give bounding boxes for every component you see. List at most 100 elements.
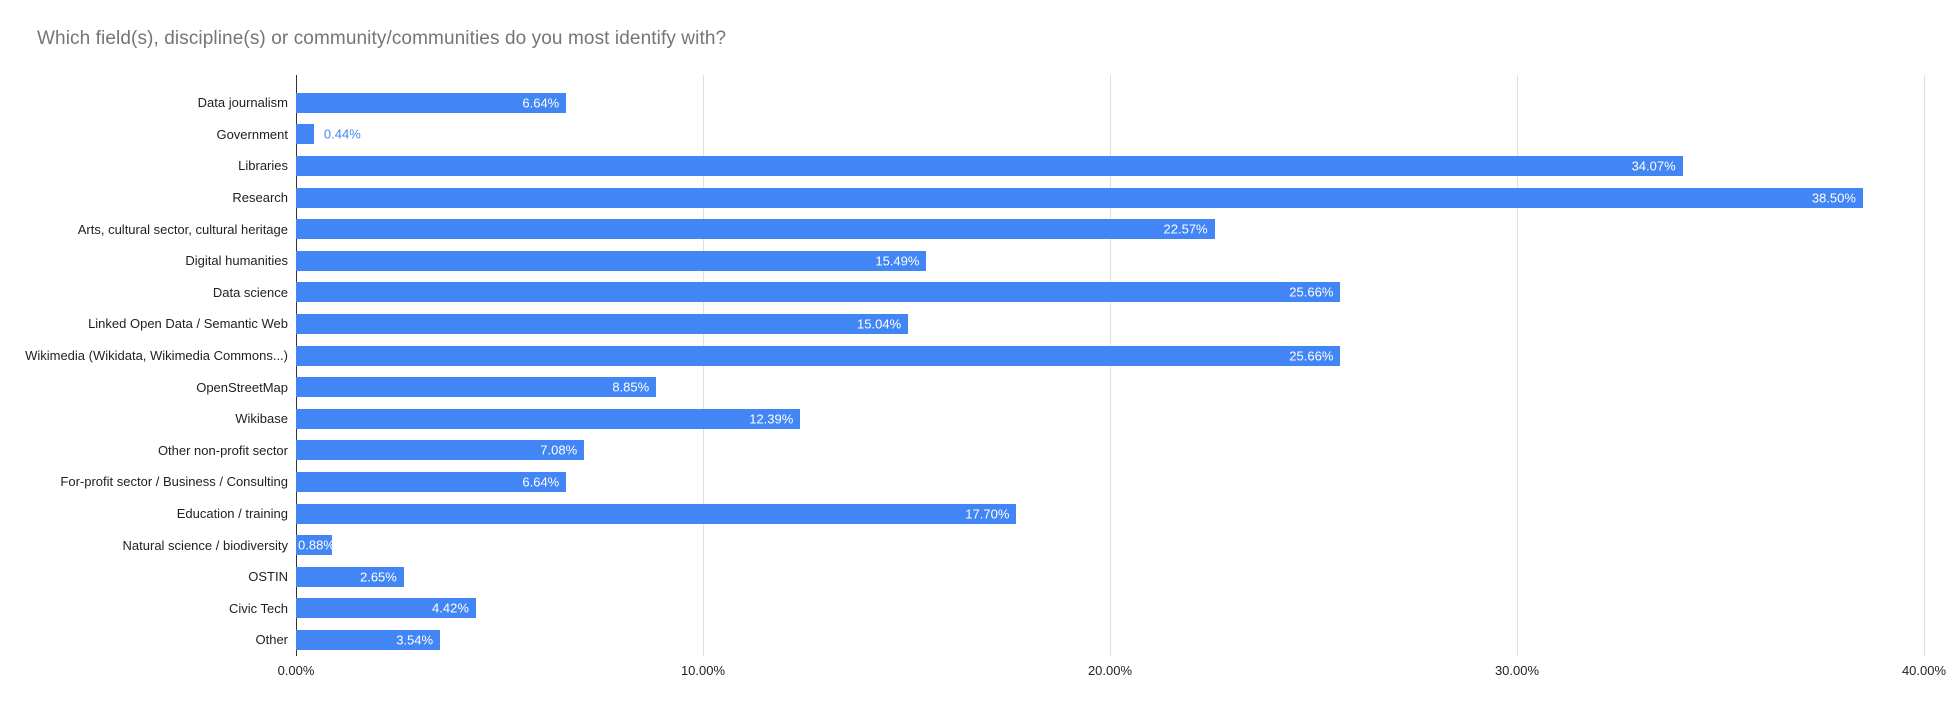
value-label: 4.42% <box>432 600 469 616</box>
x-axis: 0.00% 10.00% 20.00% 30.00% 40.00% <box>278 662 1946 681</box>
bar[interactable] <box>296 629 441 650</box>
bar-track: 22.57% <box>296 219 1924 240</box>
chart-row: Research 38.50% <box>0 182 1924 214</box>
category-label: Linked Open Data / Semantic Web <box>88 316 288 332</box>
category-label: Digital humanities <box>185 253 288 269</box>
value-label: 8.85% <box>612 379 650 395</box>
bar[interactable] <box>296 187 1863 208</box>
value-label: 0.44% <box>323 126 361 142</box>
category-label: Wikibase <box>235 411 288 427</box>
bar-track: 4.42% <box>296 598 1924 619</box>
bar-track: 8.85% <box>296 377 1924 398</box>
chart-row: Arts, cultural sector, cultural heritage… <box>0 213 1924 245</box>
bar-track: 0.88% <box>296 535 1924 556</box>
bar-track: 6.64% <box>296 471 1924 492</box>
bar[interactable] <box>296 408 801 429</box>
bar-track: 25.66% <box>296 345 1924 366</box>
category-label: Libraries <box>238 158 288 174</box>
chart-row: Data science 25.66% <box>0 277 1924 309</box>
chart-row: OSTIN 2.65% <box>0 561 1924 593</box>
chart-title: Which field(s), discipline(s) or communi… <box>37 28 727 49</box>
bar-track: 38.50% <box>296 187 1924 208</box>
chart-row: Libraries 34.07% <box>0 150 1924 182</box>
value-label: 6.64% <box>522 474 560 490</box>
chart-row: For-profit sector / Business / Consultin… <box>0 466 1924 498</box>
category-label: Natural science / biodiversity <box>122 537 288 553</box>
bar[interactable] <box>296 282 1341 303</box>
bar-track: 12.39% <box>296 408 1924 429</box>
value-label: 6.64% <box>522 95 560 111</box>
bar[interactable] <box>296 313 909 334</box>
value-label: 25.66% <box>1289 348 1334 364</box>
value-label: 0.88% <box>298 537 335 553</box>
bar-track: 34.07% <box>296 155 1924 176</box>
category-label: For-profit sector / Business / Consultin… <box>60 474 288 490</box>
category-label: Other <box>255 632 288 648</box>
chart-row: Data journalism 6.64% <box>0 87 1924 119</box>
bar[interactable] <box>296 535 332 556</box>
bar[interactable] <box>296 598 476 619</box>
category-label: Wikimedia (Wikidata, Wikimedia Commons..… <box>25 348 288 364</box>
x-tick-label: 30.00% <box>1494 662 1540 678</box>
bar[interactable] <box>296 124 314 145</box>
category-label: OpenStreetMap <box>196 379 288 395</box>
category-label: Research <box>232 190 288 206</box>
value-label: 12.39% <box>749 411 794 427</box>
bar[interactable] <box>296 92 567 113</box>
category-label: Data science <box>212 284 288 300</box>
chart-row: Linked Open Data / Semantic Web 15.04% <box>0 308 1924 340</box>
value-label: 34.07% <box>1631 158 1676 174</box>
chart-row: Wikibase 12.39% <box>0 403 1924 435</box>
chart-row: Wikimedia (Wikidata, Wikimedia Commons..… <box>0 340 1924 372</box>
category-label: OSTIN <box>248 569 288 585</box>
x-tick-label: 0.00% <box>277 662 315 678</box>
value-label: 25.66% <box>1289 284 1334 300</box>
bar-track: 0.44% <box>296 124 1924 145</box>
bar[interactable] <box>296 440 585 461</box>
bar-track: 6.64% <box>296 92 1924 113</box>
bar[interactable] <box>296 503 1017 524</box>
category-label: Education / training <box>176 506 288 522</box>
bar-track: 3.54% <box>296 629 1924 650</box>
chart-row: Other 3.54% <box>0 624 1924 656</box>
value-label: 15.49% <box>875 253 920 269</box>
value-label: 22.57% <box>1163 221 1208 237</box>
chart-rows: Data journalism 6.64% Government 0.44% Libra… <box>0 87 1924 656</box>
category-label: Data journalism <box>197 95 288 111</box>
x-tick-label: 40.00% <box>1901 662 1947 678</box>
value-label: 38.50% <box>1811 190 1856 206</box>
chart-row: Civic Tech 4.42% <box>0 593 1924 625</box>
category-label: Arts, cultural sector, cultural heritage <box>77 221 288 237</box>
chart-row: Government 0.44% <box>0 119 1924 151</box>
chart-row: Education / training 17.70% <box>0 498 1924 530</box>
x-tick-label: 10.00% <box>680 662 726 678</box>
bar-track: 25.66% <box>296 282 1924 303</box>
chart-row: OpenStreetMap 8.85% <box>0 371 1924 403</box>
bar-track: 15.49% <box>296 250 1924 271</box>
category-label: Government <box>216 126 288 142</box>
bar-track: 7.08% <box>296 440 1924 461</box>
bar-track: 15.04% <box>296 313 1924 334</box>
value-label: 7.08% <box>540 442 578 458</box>
bar[interactable] <box>296 219 1215 240</box>
category-label: Civic Tech <box>228 600 288 616</box>
x-tick-label: 20.00% <box>1087 662 1133 678</box>
gridline <box>1924 75 1925 656</box>
chart-row: Digital humanities 15.49% <box>0 245 1924 277</box>
chart-row: Natural science / biodiversity 0.88% <box>0 529 1924 561</box>
value-label: 17.70% <box>965 506 1010 522</box>
bar-track: 17.70% <box>296 503 1924 524</box>
chart-row: Other non-profit sector 7.08% <box>0 435 1924 467</box>
bar[interactable] <box>296 250 927 271</box>
value-label: 15.04% <box>857 316 902 332</box>
bar[interactable] <box>296 345 1341 366</box>
bar[interactable] <box>296 377 657 398</box>
category-label: Other non-profit sector <box>157 442 288 458</box>
bar[interactable] <box>296 566 404 587</box>
bar-track: 2.65% <box>296 566 1924 587</box>
bar[interactable] <box>296 471 567 492</box>
value-label: 2.65% <box>359 569 397 585</box>
bar[interactable] <box>296 155 1683 176</box>
value-label: 3.54% <box>396 632 434 648</box>
